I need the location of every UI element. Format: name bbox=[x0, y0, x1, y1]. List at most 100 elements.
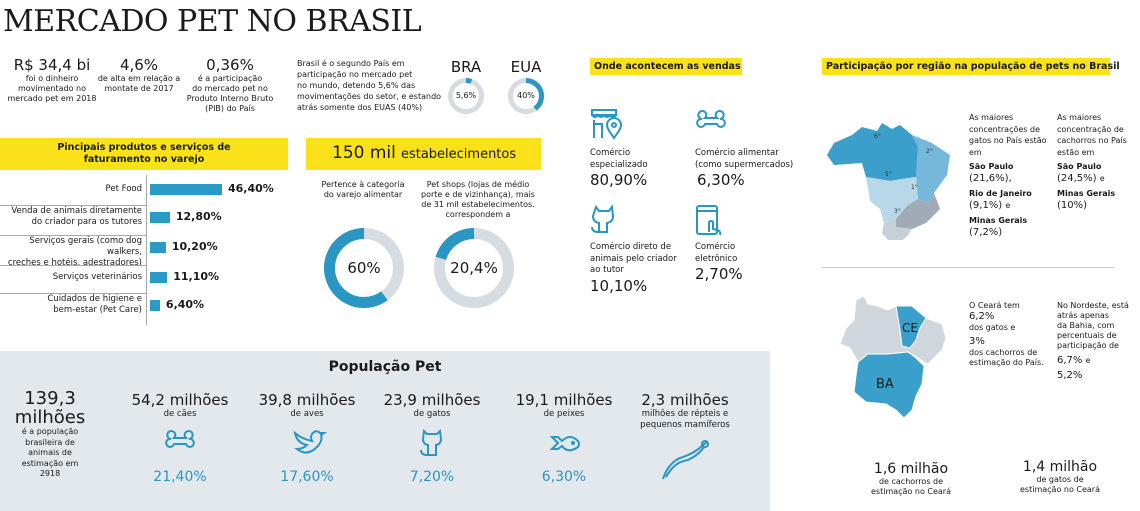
bar-value: 11,10% bbox=[173, 270, 220, 283]
pop-value: 19,1 milhões bbox=[515, 391, 613, 409]
bone-icon bbox=[696, 110, 726, 128]
bar-label: Serviços gerais (como dog walkers, creche… bbox=[0, 236, 142, 269]
total-value: 1,4 milhão bbox=[1022, 459, 1098, 475]
donut-value: 60% bbox=[347, 259, 381, 277]
bar-label: Venda de animais diretamente do criador p… bbox=[0, 206, 142, 228]
map-label: 6° bbox=[874, 133, 881, 140]
stat-value: 0,36% bbox=[206, 56, 254, 74]
sale-value: 6,30% bbox=[697, 171, 745, 189]
bar-label-line: do criador para os tutores bbox=[31, 217, 142, 227]
bar bbox=[150, 212, 170, 223]
products-bar-chart: Pet Food 46,40% Venda de animais diretamen… bbox=[0, 175, 288, 325]
desc-line: de 31 mil estabelecimentos. bbox=[421, 200, 535, 209]
donut-fill bbox=[324, 228, 404, 308]
donut-ring bbox=[508, 78, 544, 114]
cat-icon bbox=[420, 429, 443, 456]
total-desc: animais de bbox=[28, 448, 72, 457]
population-cats: 23,9 milhões de gatos 7,20% bbox=[372, 391, 492, 501]
donut-value: 20,4% bbox=[450, 259, 498, 277]
sale-value: 80,90% bbox=[590, 171, 648, 189]
text-line: percentuais de bbox=[1057, 331, 1117, 340]
region-north bbox=[827, 123, 918, 181]
tablet-touch-icon bbox=[696, 205, 722, 236]
donut-fill bbox=[508, 78, 544, 114]
donut-eua: EUA 40% bbox=[506, 58, 546, 114]
total-desc: estimação em bbox=[21, 458, 79, 468]
row-separator bbox=[0, 293, 146, 294]
value: (9,1%) bbox=[969, 200, 1003, 211]
value: (21,6%), bbox=[969, 173, 1012, 184]
text-line: No Nordeste, está bbox=[1057, 301, 1129, 310]
pop-percent: 17,60% bbox=[280, 469, 334, 485]
donut-ring bbox=[324, 228, 404, 308]
sales-food: Comércio alimentar (como supermercados) … bbox=[695, 108, 805, 189]
map-label: 1° bbox=[911, 184, 918, 191]
desc-line: Pet shops (lojas de médio bbox=[426, 180, 530, 189]
store-location-icon bbox=[591, 109, 623, 140]
total-desc: 2918 bbox=[39, 469, 61, 478]
state-ceara bbox=[895, 305, 927, 349]
pop-value: 39,8 milhões bbox=[258, 391, 356, 409]
ceara-dogs-total: 1,6 milhão de cachorros de estimação no … bbox=[855, 461, 967, 497]
text-line: estão em bbox=[1057, 147, 1095, 157]
value: (7,2%) bbox=[969, 227, 1003, 238]
sale-value: 10,10% bbox=[590, 276, 648, 295]
suffix: e bbox=[1005, 201, 1011, 210]
total-desc: de cachorros de bbox=[878, 477, 944, 486]
bar bbox=[150, 184, 222, 195]
bar bbox=[150, 300, 160, 311]
donut-ring bbox=[448, 78, 484, 114]
cat-icon bbox=[591, 204, 615, 233]
row-separator bbox=[0, 235, 146, 236]
products-header: Pincipais produtos e serviços de faturam… bbox=[0, 138, 288, 170]
region-northeast bbox=[912, 135, 950, 203]
stat-value: 4,6% bbox=[119, 56, 159, 74]
state-value: (9,1%) e bbox=[969, 199, 1049, 212]
state-name: São Paulo bbox=[969, 162, 1014, 171]
pop-value: 23,9 milhões bbox=[383, 391, 481, 409]
bar-value: 10,20% bbox=[171, 240, 218, 253]
text-line: participação no mercado pet bbox=[297, 70, 413, 79]
stat-growth: 4,6% de alta em relação a montate de 201… bbox=[94, 56, 184, 94]
population-fish: 19,1 milhões de peixes 6,30% bbox=[504, 391, 624, 501]
state-name: Rio de Janeiro bbox=[969, 189, 1032, 198]
sale-label: (como supermercados) bbox=[695, 159, 794, 170]
map-label-ce: CE bbox=[902, 321, 918, 335]
state-name: Minas Gerais bbox=[1057, 189, 1116, 198]
pop-desc: de cães bbox=[163, 409, 197, 419]
sale-label: Comércio direto de bbox=[590, 242, 672, 252]
total-value: milhões bbox=[14, 407, 86, 428]
bar-label-line: Cuidados de higiene e bbox=[47, 294, 142, 304]
bar-label-line: Serviços veterinários bbox=[52, 271, 142, 282]
map-label: 5° bbox=[885, 171, 892, 178]
region-southeast bbox=[896, 193, 940, 229]
text-line: gatos no País estão bbox=[969, 136, 1047, 145]
ceara-cats-total: 1,4 milhão de gatos de estimação no Cear… bbox=[1004, 459, 1116, 495]
pop-percent: 6,30% bbox=[541, 469, 587, 485]
stat-desc: (PIB) do País bbox=[205, 104, 255, 113]
text-line: dos gatos e bbox=[969, 323, 1016, 332]
value: (10%) bbox=[1057, 200, 1088, 211]
value: (24,5%) bbox=[1057, 173, 1097, 184]
text-line: atrás apenas bbox=[1057, 311, 1109, 320]
total-desc: brasileira de bbox=[25, 437, 75, 447]
text-line: atrás somente dos EUAS (40%) bbox=[297, 103, 423, 112]
bar-value: 6,40% bbox=[165, 298, 205, 311]
value: 6,7% bbox=[1057, 355, 1083, 366]
suffix: e bbox=[1085, 356, 1091, 365]
text-line: movimentações do setor, e estando bbox=[297, 92, 442, 101]
text-line: concentrações de bbox=[969, 124, 1041, 134]
total-desc: é a população bbox=[21, 427, 79, 436]
state-value: (21,6%), bbox=[969, 172, 1049, 185]
value: 3% bbox=[969, 336, 985, 347]
pop-value: 2,3 milhões bbox=[641, 391, 729, 409]
bar-label-line: Pet Food bbox=[105, 183, 142, 194]
suffix: e bbox=[1099, 174, 1105, 183]
pop-value: 54,2 milhões bbox=[131, 391, 229, 409]
total-desc: estimação no Ceará bbox=[871, 487, 951, 496]
state-name: Minas Gerais bbox=[969, 216, 1028, 225]
region-center-west bbox=[866, 177, 918, 223]
value: 6,2% bbox=[969, 311, 995, 322]
desc-line: do varejo alimentar bbox=[323, 190, 403, 199]
text-line: participação de bbox=[1057, 341, 1119, 350]
